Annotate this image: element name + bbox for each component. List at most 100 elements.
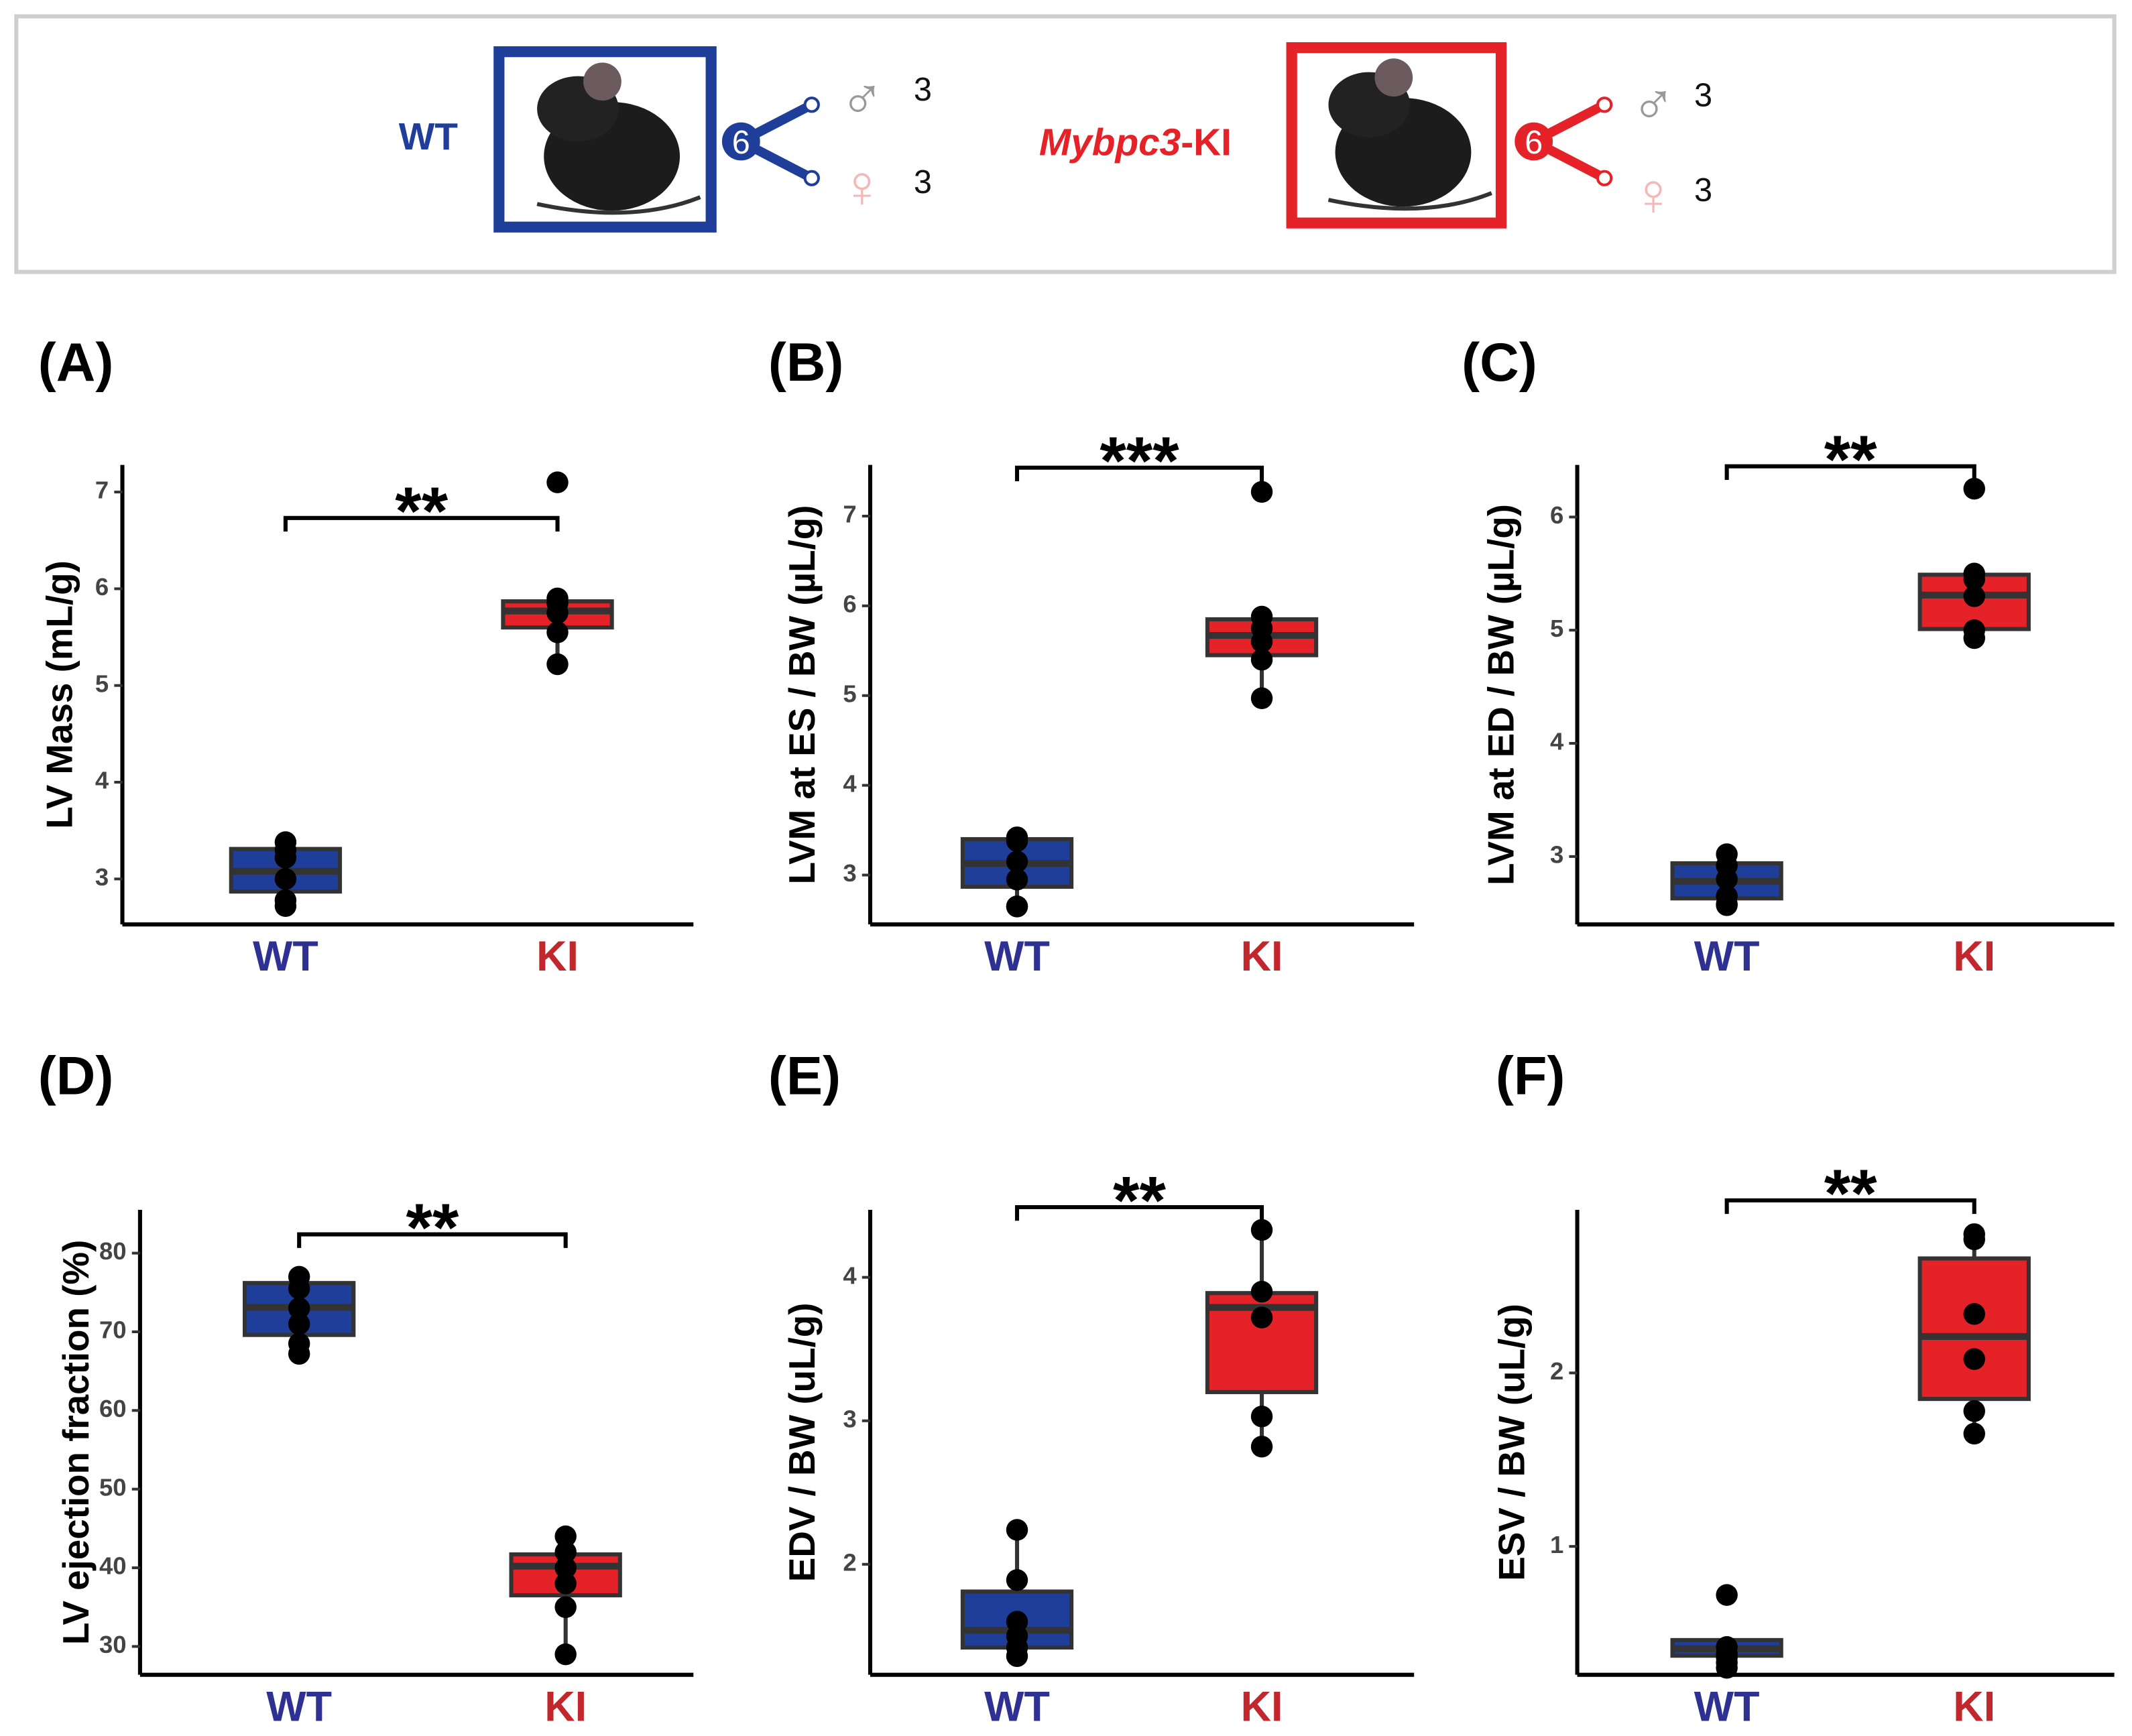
significance-label: ** [1824, 1156, 1877, 1231]
x-tick-label: KI [544, 1684, 587, 1731]
y-tick-label: 3 [843, 859, 856, 887]
data-point [1250, 481, 1273, 503]
data-point [546, 653, 569, 676]
data-point [554, 1525, 577, 1548]
y-tick-label: 6 [843, 591, 856, 618]
x-tick-label: KI [1241, 1684, 1283, 1731]
significance-label: ** [1113, 1162, 1166, 1238]
data-point [1250, 648, 1273, 671]
data-point [1006, 1645, 1028, 1668]
x-tick-label: WT [266, 1684, 332, 1731]
panel-label: (C) [1462, 332, 1537, 393]
node [1596, 97, 1613, 113]
male-count: 3 [1694, 77, 1712, 113]
y-axis-label: LV Mass (mL/g) [39, 560, 80, 829]
data-point [1250, 687, 1273, 710]
panel-label: (A) [38, 332, 114, 393]
y-tick-label: 3 [843, 1405, 856, 1432]
data-point [1250, 1280, 1273, 1303]
data-point [274, 895, 297, 917]
x-tick-label: KI [1953, 933, 1995, 980]
panel-label: (F) [1496, 1046, 1565, 1107]
panel-label: (E) [768, 1046, 841, 1107]
female-symbol: ♀ [1631, 161, 1676, 228]
data-point [1716, 894, 1738, 916]
data-point [546, 602, 569, 624]
box [1917, 1256, 2031, 1402]
y-tick-label: 4 [843, 1261, 857, 1289]
y-tick-label: 5 [843, 680, 856, 707]
panel-label: (D) [38, 1046, 114, 1107]
data-point [1006, 1569, 1028, 1591]
data-point [288, 1297, 310, 1319]
significance-bracket [1014, 465, 1264, 482]
y-tick-label: 3 [1550, 841, 1563, 869]
node [1596, 170, 1613, 186]
significance-bracket [283, 515, 560, 532]
group-label-italic: Mybpc3 [1039, 121, 1181, 164]
data-point [554, 1541, 577, 1563]
y-tick-label: 7 [843, 501, 856, 528]
y-axis-label: LV ejection fraction (%) [55, 1240, 97, 1645]
x-tick-label: WT [984, 933, 1050, 980]
y-tick-label: 50 [99, 1473, 127, 1501]
significance-bracket [297, 1232, 568, 1248]
data-point [274, 847, 297, 869]
data-point [546, 621, 569, 643]
data-point [546, 471, 569, 493]
y-tick-label: 40 [99, 1552, 127, 1580]
y-tick-label: 5 [95, 670, 109, 697]
data-point [1963, 568, 1985, 591]
data-point [1963, 1228, 1985, 1251]
y-tick-label: 4 [95, 767, 109, 794]
significance-bracket [1014, 1204, 1264, 1221]
y-tick-label: 6 [1550, 501, 1563, 529]
x-tick-label: WT [1694, 1684, 1760, 1731]
count-badge [721, 122, 760, 161]
data-point [1006, 1519, 1028, 1541]
data-point [1250, 1219, 1273, 1241]
data-point [1006, 868, 1028, 891]
data-point [288, 1278, 310, 1300]
group-count: 6 [732, 125, 750, 161]
y-tick-label: 2 [1550, 1357, 1563, 1385]
data-point [1963, 1303, 1985, 1325]
data-point [1006, 895, 1028, 918]
female-symbol: ♀ [839, 152, 884, 219]
significance-bracket [1724, 1198, 1976, 1215]
y-tick-label: 3 [95, 863, 109, 891]
data-point [554, 1596, 577, 1618]
data-point [1963, 627, 1985, 649]
y-tick-label: 6 [95, 573, 109, 601]
female-count: 3 [914, 164, 932, 200]
data-point [554, 1556, 577, 1579]
y-tick-label: 4 [843, 769, 857, 797]
y-tick-label: 5 [1550, 615, 1563, 642]
x-tick-label: KI [1953, 1684, 1995, 1731]
mouse-icon [1327, 58, 1492, 211]
x-tick-label: WT [253, 933, 318, 980]
x-tick-label: WT [984, 1684, 1050, 1731]
header-frame [14, 14, 2117, 274]
data-point [1006, 830, 1028, 852]
data-point [288, 1313, 310, 1335]
significance-label: ** [395, 473, 448, 549]
node [803, 170, 820, 186]
y-tick-label: 80 [99, 1237, 127, 1265]
data-point [1250, 1436, 1273, 1458]
y-axis-label: EDV / BW (uL/g) [781, 1303, 823, 1583]
female-count: 3 [1694, 172, 1712, 208]
data-point [1716, 1584, 1738, 1606]
male-symbol: ♂ [1631, 68, 1676, 135]
y-axis-label: ESV / BW (uL/g) [1491, 1304, 1533, 1581]
count-badge [1515, 122, 1553, 161]
significance-bracket [1724, 464, 1976, 480]
data-point [1250, 631, 1273, 653]
data-point [1250, 1306, 1273, 1328]
data-point [1963, 1422, 1985, 1445]
y-tick-label: 1 [1550, 1531, 1563, 1558]
male-symbol: ♂ [839, 62, 884, 129]
data-point [554, 1643, 577, 1666]
y-tick-label: 7 [95, 477, 109, 504]
data-point [274, 868, 297, 890]
